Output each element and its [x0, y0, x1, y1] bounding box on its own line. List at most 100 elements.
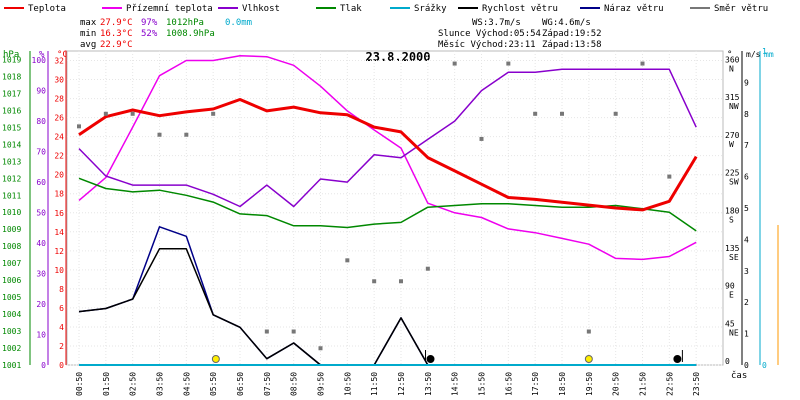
- pressure-tick-label: 1006: [2, 276, 21, 285]
- direction-tick-label: 135: [725, 244, 740, 253]
- temp-tick-label: 4: [59, 323, 64, 332]
- time-tick-label: 08:50: [290, 372, 299, 396]
- wind-tick-label: 6: [744, 173, 749, 182]
- wind-tick-label: 1: [744, 330, 749, 339]
- temp-tick-label: 10: [54, 266, 64, 275]
- humidity-tick-label: 90: [36, 87, 46, 96]
- humidity-tick-label: 10: [36, 331, 46, 340]
- humidity-axis-unit: %: [39, 50, 45, 60]
- stat-max-temp: 27.9°C: [100, 18, 133, 28]
- time-tick-label: 05:50: [209, 372, 218, 396]
- time-axis-label: čas: [731, 370, 747, 381]
- direction-tick-label: 315: [725, 93, 740, 102]
- stat-min-hum: 52%: [141, 29, 158, 39]
- series-line-prizemni-teplota: [78, 55, 697, 261]
- legend-label: Přízemní teplota: [126, 4, 213, 14]
- wind-direction-point: [560, 111, 564, 116]
- time-tick-label: 13:50: [424, 372, 433, 396]
- direction-tick-label: 360: [725, 56, 740, 65]
- time-tick-label: 00:50: [75, 372, 84, 396]
- legend: Teplota Přízemní teplota Vlhkost Tlak Srážky…: [4, 4, 768, 14]
- pressure-tick-label: 1002: [2, 344, 21, 353]
- sunset-info: Západ:19:52: [542, 29, 602, 39]
- stat-avg-label: avg: [80, 40, 96, 50]
- direction-tick-label: 180: [725, 206, 740, 215]
- direction-compass-label: E: [729, 291, 734, 300]
- temp-tick-label: 32: [54, 57, 64, 66]
- wind-tick-label: 8: [744, 110, 749, 119]
- stat-avg-temp: 22.9°C: [100, 40, 133, 50]
- wind-direction-point: [613, 111, 618, 116]
- wind-tick-label: 3: [744, 267, 749, 276]
- pressure-tick-label: 1004: [2, 310, 21, 319]
- stat-max-press: 1012hPa: [166, 18, 204, 28]
- pressure-tick-label: 1015: [2, 123, 21, 132]
- temp-tick-label: 28: [54, 95, 64, 104]
- legend-label: Rychlost větru: [482, 4, 558, 14]
- sunrise-marker: [211, 355, 220, 363]
- time-tick-label: 15:50: [478, 372, 487, 396]
- time-tick-label: 10:50: [343, 372, 352, 396]
- direction-tick-label: 225: [725, 169, 740, 178]
- direction-compass-label: SE: [729, 253, 739, 262]
- temp-tick-label: 20: [54, 171, 64, 180]
- series-line-vlhkost: [78, 68, 697, 208]
- time-tick-label: 16:50: [504, 372, 513, 396]
- temp-tick-label: 14: [54, 228, 64, 237]
- wind-direction-point: [586, 329, 591, 334]
- pressure-tick-label: 1003: [2, 327, 21, 336]
- wind-direction-point: [345, 258, 350, 263]
- direction-compass-label: W: [729, 140, 734, 149]
- wind-direction-point: [506, 61, 511, 66]
- direction-tick-label: 90: [725, 282, 735, 291]
- time-tick-label: 06:50: [236, 372, 245, 396]
- humidity-tick-label: 20: [36, 300, 46, 309]
- time-tick-label: 02:50: [129, 372, 138, 396]
- wind-direction-point: [184, 132, 189, 137]
- wind-direction-point: [533, 111, 538, 116]
- pressure-tick-label: 1012: [2, 174, 21, 183]
- axes: hPa % °C ° m/s mm čas 100110021003100410…: [2, 47, 779, 396]
- temp-tick-label: 12: [54, 247, 64, 256]
- humidity-tick-label: 0: [41, 361, 46, 370]
- temp-tick-label: 6: [59, 304, 64, 313]
- pressure-tick-label: 1010: [2, 208, 21, 217]
- time-tick-label: 21:50: [639, 372, 648, 396]
- temp-tick-label: 2: [59, 342, 64, 351]
- temp-axis-unit: °C: [57, 50, 68, 60]
- stat-min-press: 1008.9hPa: [166, 29, 215, 39]
- direction-tick-label: 270: [725, 131, 740, 140]
- direction-compass-label: N: [729, 65, 734, 74]
- temp-tick-label: 26: [54, 114, 64, 123]
- stat-max-hum: 97%: [141, 18, 158, 28]
- humidity-tick-label: 40: [36, 239, 46, 248]
- direction-compass-label: S: [729, 215, 734, 224]
- temp-tick-label: 16: [54, 209, 64, 218]
- pressure-tick-label: 1017: [2, 89, 21, 98]
- humidity-tick-label: 30: [36, 270, 46, 279]
- pressure-tick-label: 1001: [2, 361, 21, 370]
- stat-min-temp: 16.3°C: [100, 29, 133, 39]
- sunrise-info: Slunce Východ:05:54: [438, 29, 541, 39]
- temp-tick-label: 18: [54, 190, 64, 199]
- time-tick-label: 11:50: [370, 372, 379, 396]
- rain-tick-label: 1: [762, 47, 767, 56]
- time-tick-label: 18:50: [558, 372, 567, 396]
- direction-compass-label: SW: [729, 178, 739, 187]
- wind-tick-label: 5: [744, 204, 749, 213]
- pressure-tick-label: 1007: [2, 259, 21, 268]
- wind-axis-unit: m/s: [746, 50, 761, 59]
- wind-tick-label: 7: [744, 141, 749, 150]
- temp-tick-label: 22: [54, 152, 64, 161]
- pressure-tick-label: 1008: [2, 242, 21, 251]
- pressure-tick-label: 1005: [2, 293, 21, 302]
- pressure-tick-label: 1013: [2, 157, 21, 166]
- moonset-info: Západ:13:58: [542, 40, 602, 50]
- info-panel: max 27.9°C 97% 1012hPa 0.0mm min 16.3°C …: [80, 18, 602, 64]
- wind-gust-info: WG:4.6m/s: [542, 18, 591, 28]
- time-tick-label: 17:50: [531, 372, 540, 396]
- stat-max-rain: 0.0mm: [225, 18, 252, 28]
- legend-label: Směr větru: [714, 4, 768, 14]
- series-line-teplota: [78, 98, 698, 212]
